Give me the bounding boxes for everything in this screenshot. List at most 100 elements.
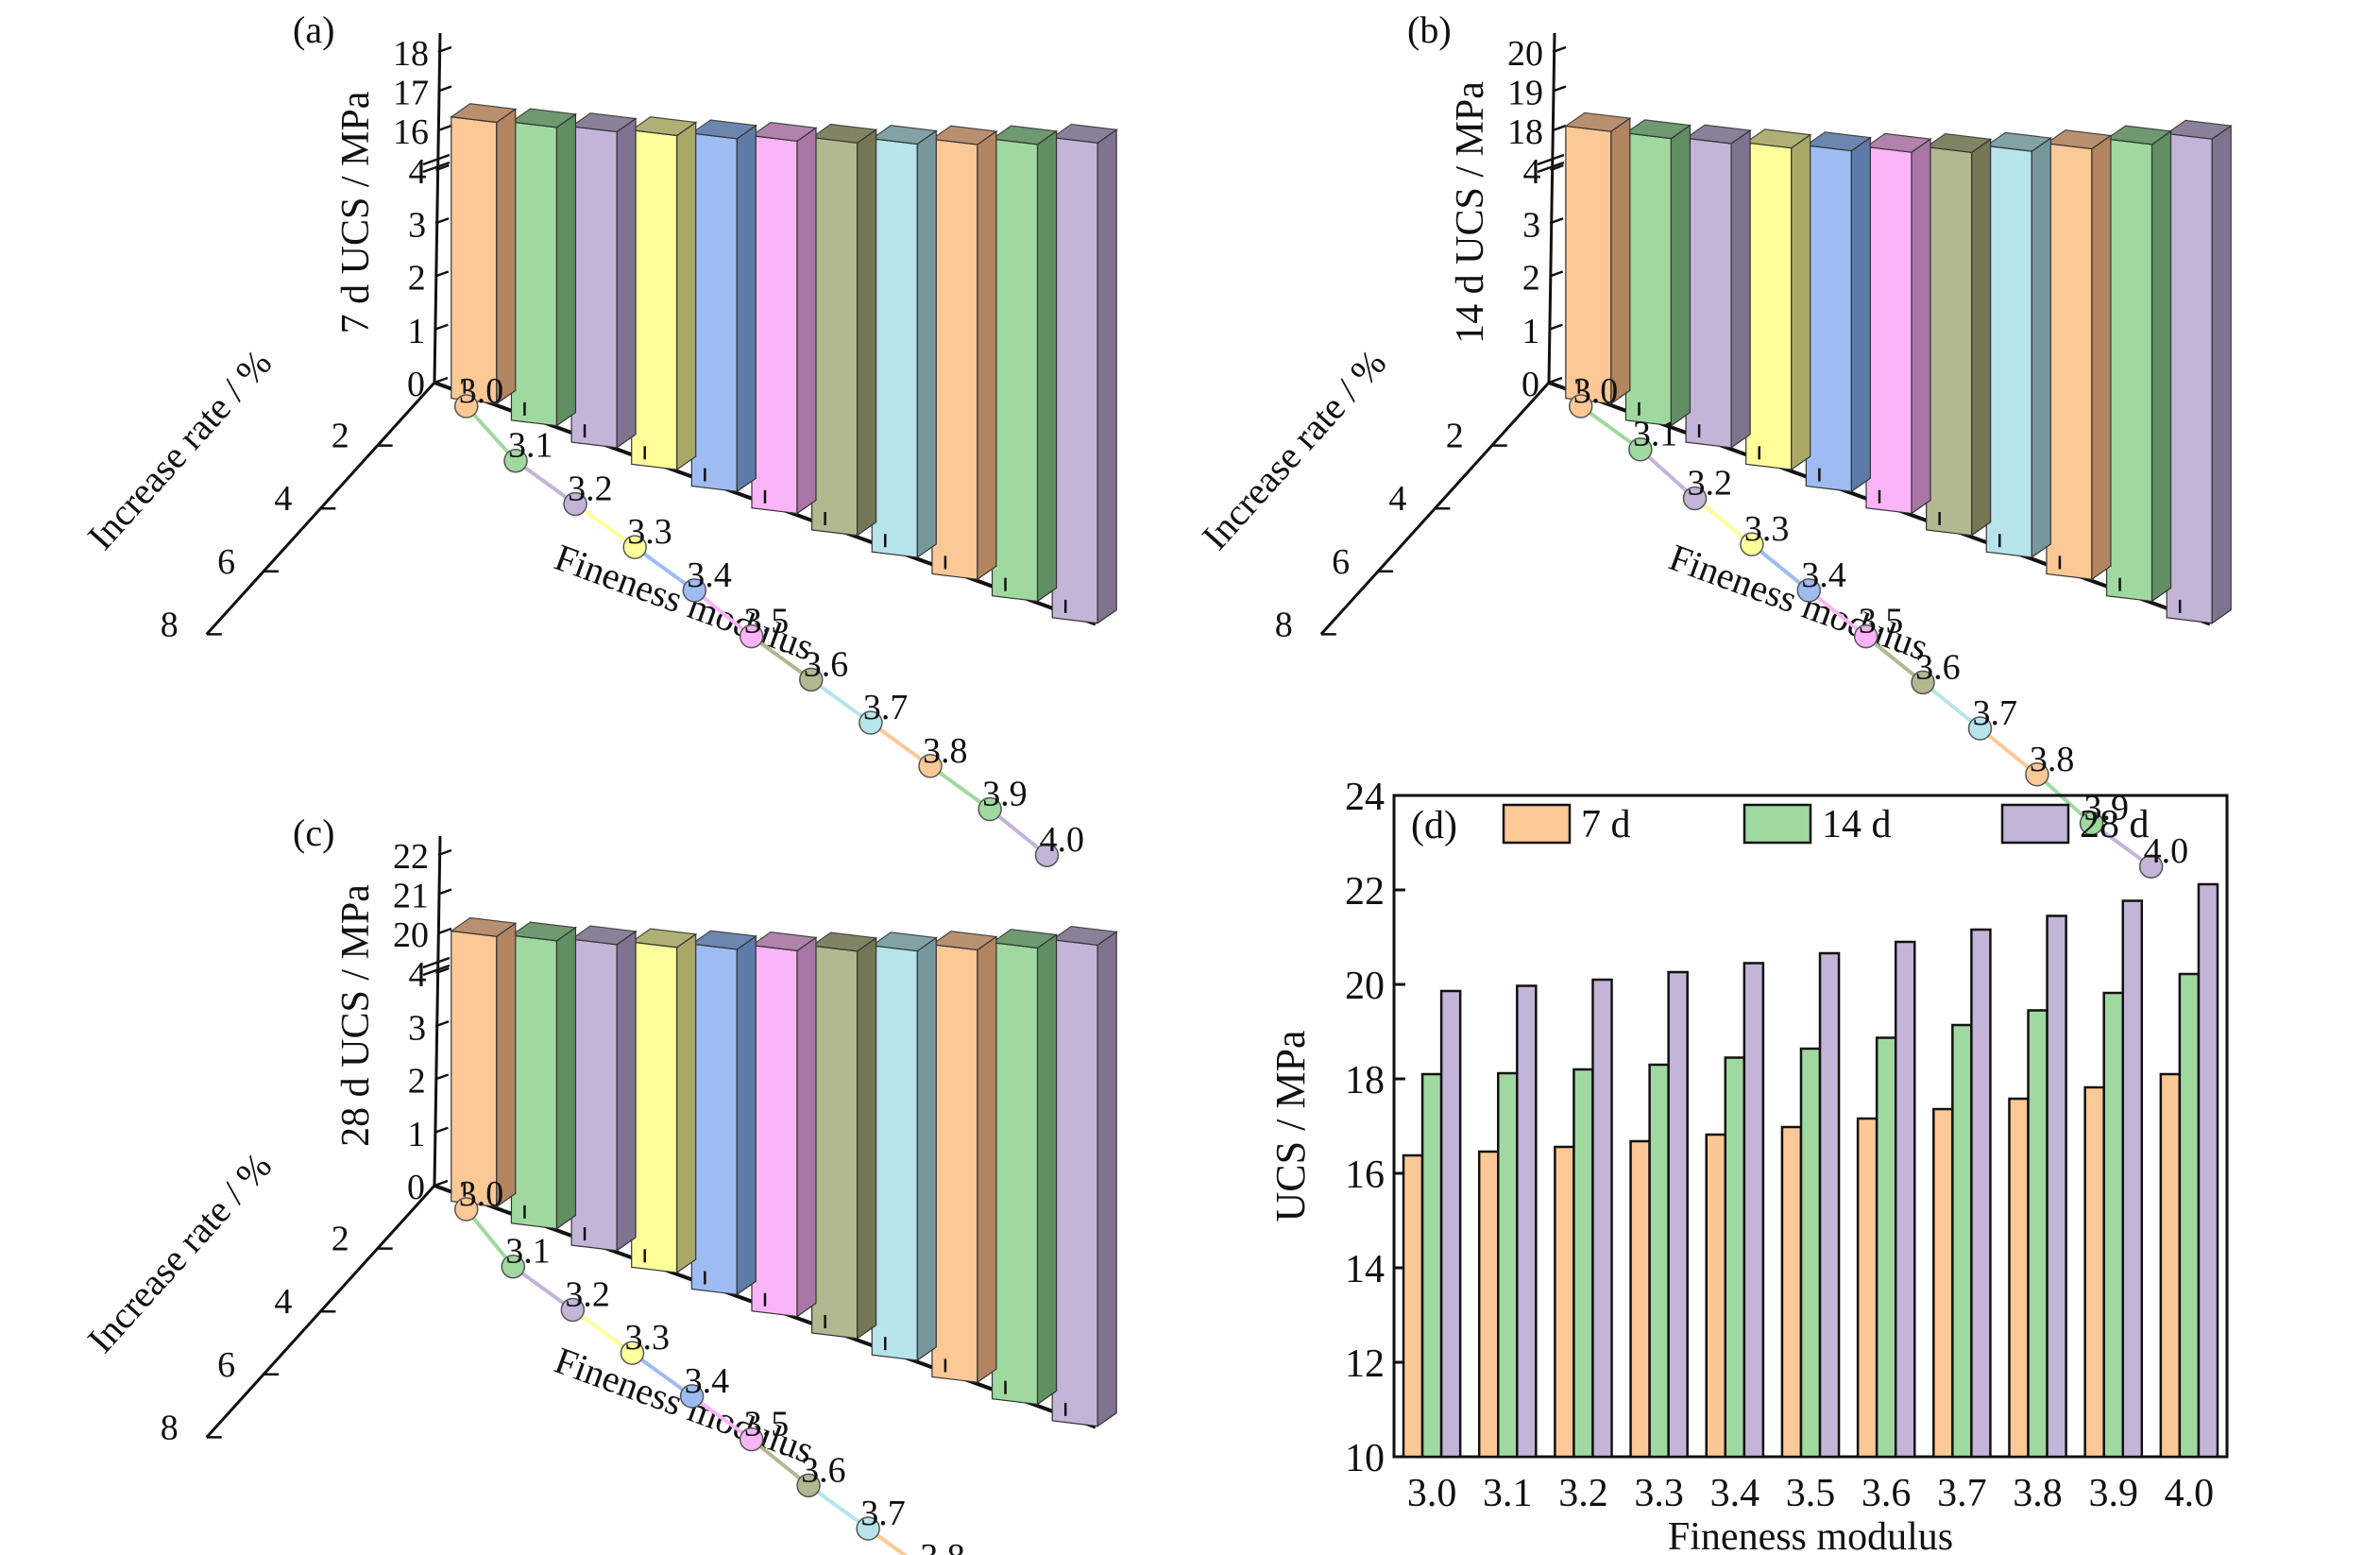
x-tick-label: 3.3 (627, 512, 672, 552)
bar-top (689, 119, 757, 140)
rate-line-segment (512, 1265, 574, 1312)
rate-line-segment (1579, 404, 1642, 452)
z-tick-label: 8 (1275, 605, 1293, 644)
rate-line-segment (1864, 635, 1925, 684)
bar-28d (2046, 914, 2067, 1459)
bar-side (2091, 134, 2112, 581)
bar-3d (509, 921, 578, 1230)
bar-front (1051, 938, 1098, 1427)
rate-line-segment (807, 1483, 870, 1530)
x-tick-label: 3.6 (1862, 1472, 1912, 1515)
bar-3d (509, 108, 578, 427)
x-tick-label: 3.0 (1407, 1472, 1457, 1515)
bar-14d (1951, 1023, 1973, 1459)
legend-swatch (1502, 803, 1572, 845)
bar-top (570, 112, 638, 133)
y-tick-label: 21 (393, 877, 429, 916)
bar-3d (1744, 128, 1812, 471)
y-tick-label: 10 (1345, 1437, 1385, 1480)
legend-swatch (1742, 803, 1812, 845)
z-tick-label: 4 (274, 479, 292, 519)
bar-3d (990, 125, 1059, 603)
y-tick-label: 18 (393, 34, 429, 74)
rate-line-segment (465, 1207, 515, 1268)
rate-line-segment (693, 589, 753, 639)
bar-28d (1591, 978, 1613, 1459)
rate-marker (1740, 532, 1764, 556)
bar-side (1791, 133, 1811, 471)
bar-top (450, 103, 518, 124)
bar-top (450, 916, 518, 937)
bar-top (1984, 131, 2052, 152)
y-tick (434, 270, 450, 278)
bar-side (1036, 933, 1058, 1406)
rate-marker (1911, 670, 1935, 695)
bar-side (1610, 117, 1631, 405)
rate-marker (560, 1297, 586, 1323)
bar-front (2105, 138, 2153, 603)
x-tick-label: 4.0 (2144, 831, 2189, 871)
y-tick-label: 24 (1345, 776, 1385, 819)
bar-side (1971, 138, 1992, 537)
bar-top (2165, 119, 2233, 140)
bar-3d (1050, 123, 1118, 624)
rate-marker (1628, 436, 1653, 462)
y-tick (1552, 124, 1567, 132)
bar-side (916, 129, 937, 559)
y-tick (437, 888, 452, 896)
x-tick-label: 3.4 (685, 1361, 730, 1401)
bar-front (2046, 143, 2093, 580)
bar-3d (810, 123, 878, 537)
rate-line-segment (1921, 680, 1981, 730)
bar-7d (1932, 1107, 1954, 1459)
bar-front (510, 934, 558, 1230)
bar-front (690, 943, 738, 1295)
bar-front (450, 116, 498, 405)
bar-3d (2045, 129, 2113, 581)
bar-3d (570, 925, 638, 1252)
bar-28d (1818, 951, 1841, 1459)
bar-front (570, 126, 618, 449)
bar-front (1565, 125, 1612, 405)
bar-top (810, 931, 878, 952)
y-tick-label: 2 (1522, 259, 1540, 299)
bar-7d (2008, 1097, 2030, 1459)
bar-3d (450, 916, 518, 1208)
panel-label: (a) (293, 9, 334, 51)
y-tick (437, 124, 452, 132)
x-tick-label: 3.4 (1801, 555, 1846, 595)
x-axis-label: Fineness modulus (1668, 1515, 1953, 1555)
z-tick-label: 2 (332, 417, 349, 456)
z-axis-label: Increase rate / % (79, 1144, 280, 1360)
bar-side (1911, 138, 1931, 515)
bar-front (450, 930, 498, 1208)
bar-3d (570, 112, 638, 449)
bar-3d (1564, 111, 1632, 405)
bar-front (1865, 145, 1912, 515)
bar-7d (1705, 1133, 1727, 1459)
bar-top (870, 931, 938, 952)
y-tick-label: 0 (1522, 365, 1539, 404)
z-tick-label: 6 (217, 1345, 235, 1385)
bar-3d (1864, 132, 1932, 515)
y-tick (1549, 270, 1564, 278)
bar-side (1670, 124, 1692, 427)
y-tick-label: 2 (408, 1062, 426, 1102)
x-tick-label: 3.8 (920, 1537, 965, 1555)
bar-28d (1894, 940, 1916, 1459)
bar-side (496, 108, 517, 405)
rate-line-segment (690, 1394, 753, 1442)
rate-line-segment (750, 1438, 810, 1487)
rate-line-segment (2090, 821, 2152, 868)
bar-side (555, 112, 577, 427)
x-tick-label: 3.7 (1972, 693, 2017, 733)
bar-front (1624, 132, 1673, 427)
x-tick-label: 3.1 (508, 426, 553, 466)
legend-swatch (2000, 803, 2070, 845)
bar-3d (1624, 119, 1692, 427)
y-tick-label: 3 (1522, 205, 1540, 245)
rate-marker (622, 535, 647, 559)
